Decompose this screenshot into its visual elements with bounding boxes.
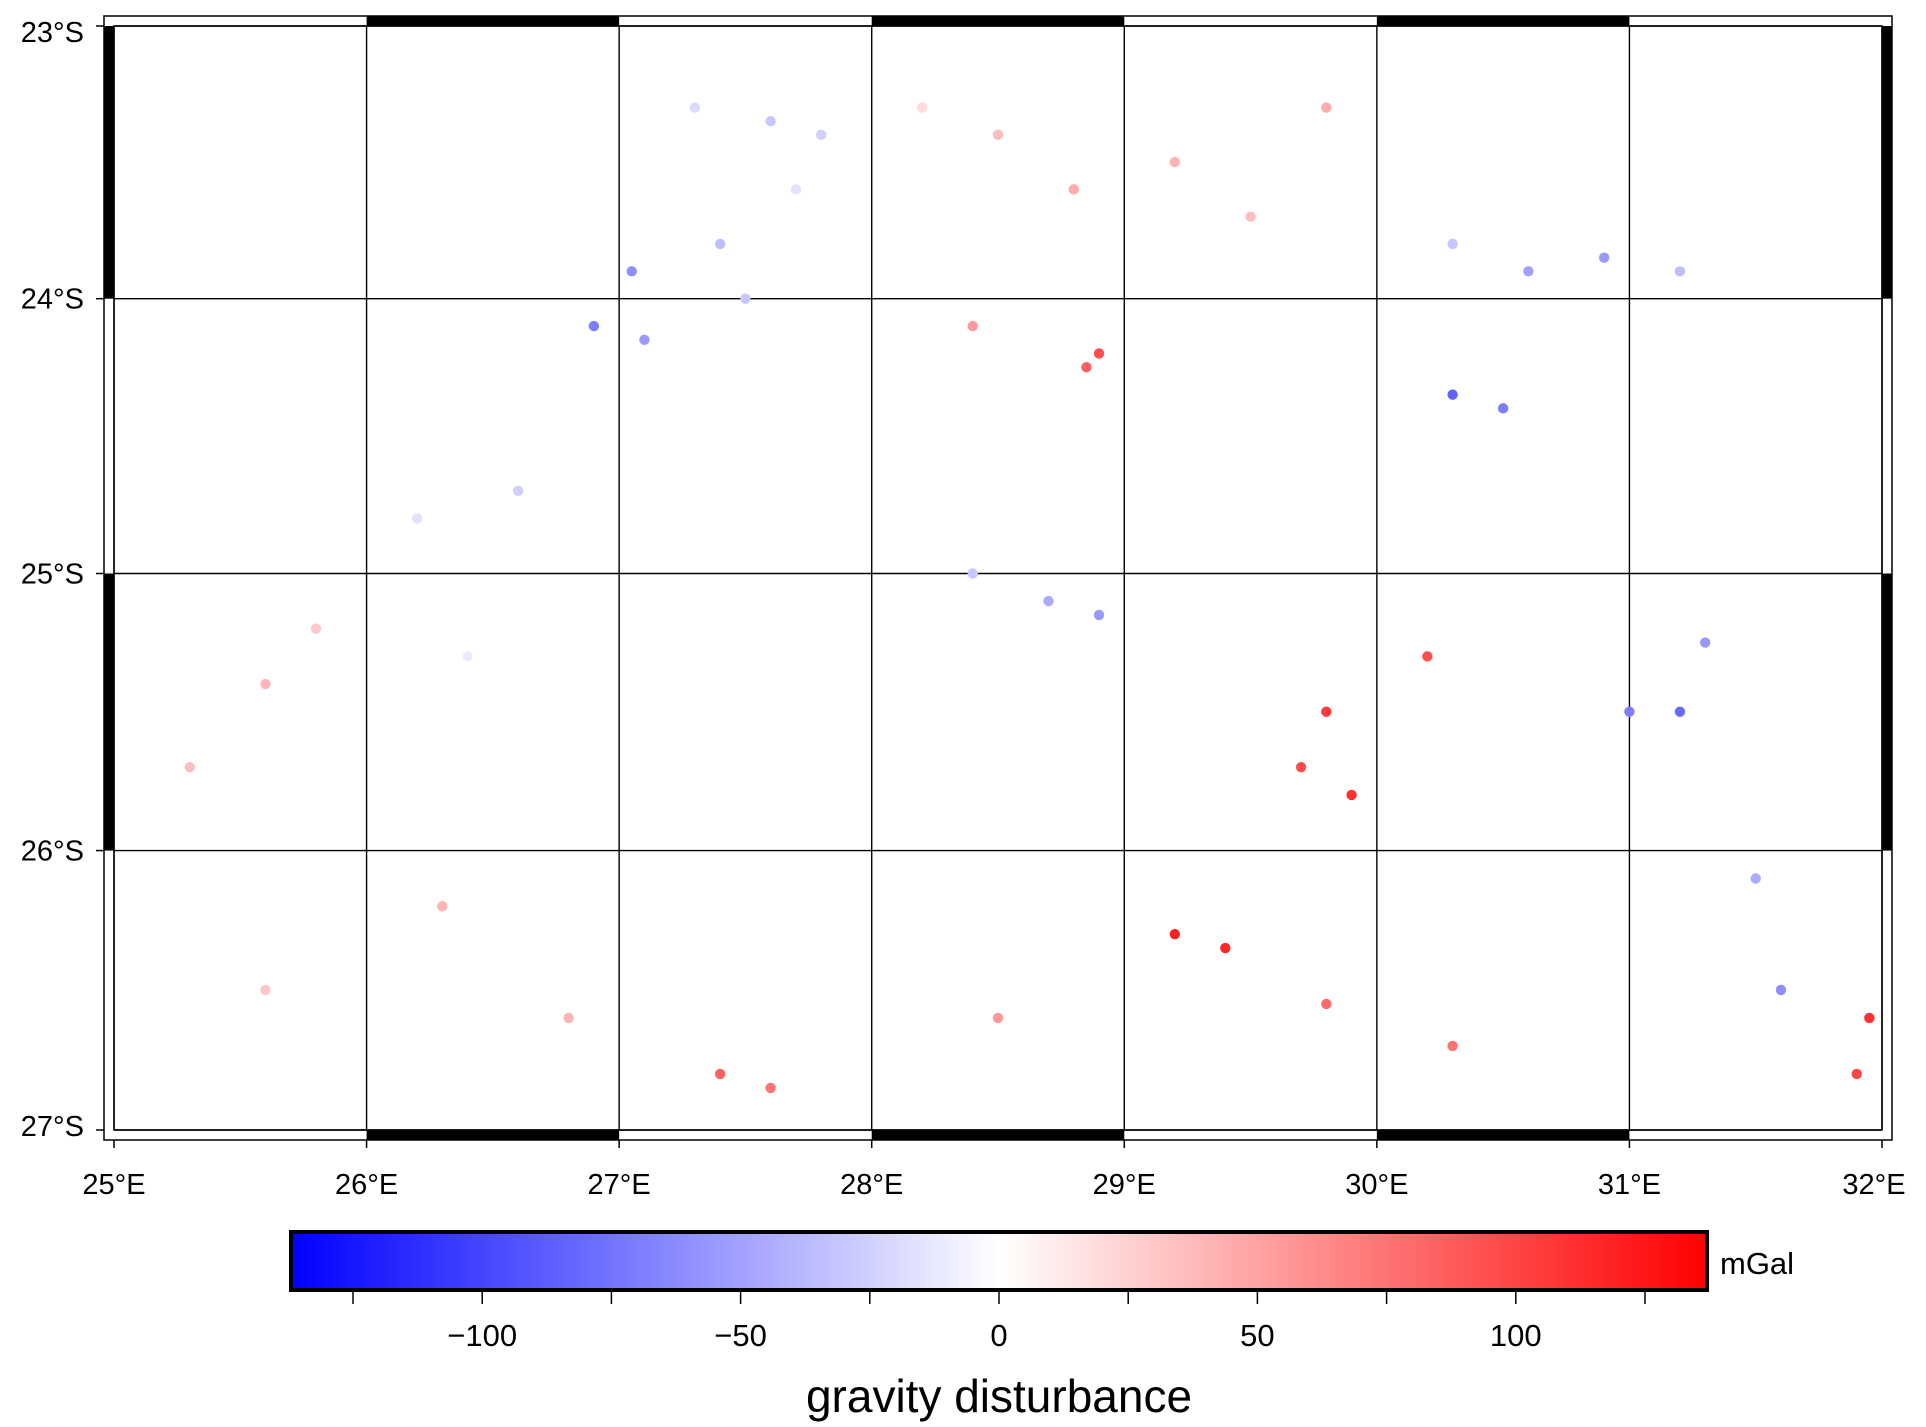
gravity-point-37	[1220, 942, 1231, 954]
gravity-point-45	[1851, 1068, 1862, 1080]
y-tick-label-3: 26°S	[21, 836, 84, 868]
gravity-point-19	[1523, 266, 1534, 277]
gravity-points	[184, 102, 1875, 1094]
gravity-point-42	[1750, 873, 1761, 884]
gravity-point-12	[1169, 156, 1181, 168]
y-tick-label-0: 23°S	[21, 17, 84, 49]
gravity-point-4	[588, 320, 600, 332]
gravity-point-35	[1295, 762, 1307, 773]
gravity-point-47	[765, 1082, 776, 1094]
gravity-point-53	[563, 1012, 574, 1024]
gravity-point-6	[714, 238, 726, 250]
gravity-point-52	[260, 984, 271, 996]
gravity-point-5	[639, 334, 650, 345]
gravity-point-29	[462, 651, 473, 662]
gravity-point-8	[790, 184, 802, 195]
gravity-point-28	[184, 762, 195, 773]
gravity-point-15	[1093, 348, 1105, 359]
gravity-point-1	[765, 116, 776, 127]
colorbar-ticks: −100 −50 0 50 100	[352, 1290, 1646, 1353]
gravity-point-9	[917, 102, 928, 113]
gravity-point-20	[1598, 252, 1610, 263]
frame-bar-bottom-1	[366, 1130, 620, 1140]
gravity-point-51	[437, 901, 448, 912]
frame-bar-right-0	[1882, 26, 1892, 299]
colorbar-title: gravity disturbance	[806, 1370, 1192, 1422]
frame-bar-left-2	[104, 573, 114, 851]
gravity-point-48	[992, 1012, 1004, 1024]
frame-bar-top-5	[1376, 16, 1630, 26]
gravity-point-27	[260, 678, 271, 690]
gravity-point-34	[1346, 789, 1357, 801]
frame-bar-top-1	[366, 16, 620, 26]
gravity-point-33	[1321, 706, 1332, 717]
gravity-point-32	[967, 568, 978, 579]
gravity-point-30	[1043, 595, 1054, 607]
frame-bar-bottom-3	[871, 1130, 1125, 1140]
frame-bar-top-3	[871, 16, 1125, 26]
gravity-point-40	[1674, 706, 1686, 717]
gravity-point-14	[1321, 102, 1332, 113]
y-tick-label-1: 24°S	[21, 284, 84, 316]
gravity-point-26	[310, 623, 322, 634]
longitude-labels: 25°E 26°E 27°E 28°E 29°E 30°E 31°E 32°E	[82, 1169, 1905, 1201]
x-tick-label-3: 28°E	[840, 1169, 903, 1201]
colorbar-unit: mGal	[1720, 1246, 1794, 1281]
gravity-point-13	[1245, 211, 1256, 222]
gravity-point-0	[689, 102, 701, 113]
gravity-point-39	[1624, 706, 1635, 717]
x-tick-label-4: 29°E	[1093, 1169, 1156, 1201]
y-tick-label-4: 27°S	[21, 1111, 84, 1143]
colorbar-tick-label-2: 0	[990, 1318, 1007, 1353]
colorbar-tick-label-0: −100	[447, 1318, 517, 1353]
map-background	[114, 26, 1882, 1130]
gravity-point-7	[740, 293, 751, 304]
x-tick-label-0: 25°E	[82, 1169, 145, 1201]
gravity-point-10	[992, 129, 1004, 141]
gravity-point-16	[1081, 361, 1092, 373]
frame-bar-right-2	[1882, 573, 1892, 851]
gravity-point-21	[1674, 266, 1686, 277]
gravity-point-31	[1093, 609, 1105, 621]
colorbar-tick-label-3: 50	[1240, 1318, 1274, 1353]
gravity-point-38	[1422, 651, 1433, 662]
gravity-point-25	[411, 513, 423, 524]
x-tick-label-1: 26°E	[335, 1169, 398, 1201]
x-tick-label-2: 27°E	[588, 1169, 651, 1201]
gravity-point-41	[1700, 637, 1711, 648]
colorbar: mGal −100 −50 0 50 100 gravity disturbance	[289, 1230, 1794, 1422]
x-tick-label-7: 32°E	[1842, 1169, 1905, 1201]
gravity-point-46	[714, 1068, 726, 1080]
gravity-point-49	[1321, 998, 1332, 1010]
gravity-point-23	[1447, 389, 1458, 400]
gravity-point-36	[1169, 928, 1181, 940]
colorbar-tick-label-4: 100	[1490, 1318, 1542, 1353]
map-frame	[96, 15, 1893, 1148]
gravity-point-3	[626, 266, 637, 277]
y-tick-label-2: 25°S	[21, 559, 84, 591]
gravity-point-50	[1447, 1040, 1458, 1052]
map-area: 25°E 26°E 27°E 28°E 29°E 30°E 31°E 32°E 23°S 24°…	[21, 15, 1906, 1201]
x-tick-label-5: 30°E	[1345, 1169, 1408, 1201]
frame-bar-left-0	[104, 26, 114, 299]
frame-bar-bottom-5	[1376, 1130, 1630, 1140]
gravity-point-22	[1497, 403, 1509, 414]
gravity-point-11	[1068, 184, 1079, 195]
colorbar-tick-label-1: −50	[714, 1318, 767, 1353]
gravity-point-18	[1447, 238, 1458, 250]
colorbar-gradient	[289, 1230, 1709, 1292]
x-tick-label-6: 31°E	[1598, 1169, 1661, 1201]
latitude-labels: 23°S 24°S 25°S 26°S 27°S	[21, 17, 84, 1143]
gravity-point-2	[816, 129, 827, 141]
gravity-point-17	[967, 320, 978, 332]
gravity-point-24	[512, 485, 524, 497]
gravity-point-43	[1775, 984, 1787, 996]
gravity-point-44	[1864, 1012, 1875, 1024]
